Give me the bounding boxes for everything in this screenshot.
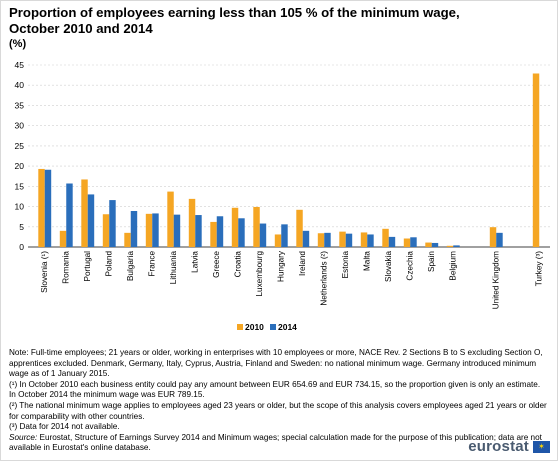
legend: 2010 2014 bbox=[237, 322, 297, 332]
note-main: Note: Full-time employees; 21 years or o… bbox=[9, 348, 543, 379]
bar-2010-15 bbox=[360, 232, 368, 247]
footnotes: Note: Full-time employees; 21 years or o… bbox=[9, 348, 549, 454]
bar-2014-6 bbox=[173, 214, 181, 247]
x-tick-label: Croatia bbox=[233, 251, 242, 278]
bar-2010-3 bbox=[102, 214, 110, 247]
y-tick-label: 5 bbox=[19, 222, 24, 232]
bar-2014-2 bbox=[87, 194, 95, 247]
bar-2010-11 bbox=[274, 234, 282, 247]
x-tick-label: Ireland bbox=[298, 251, 307, 276]
bar-2014-8 bbox=[216, 216, 224, 247]
x-tick-label: Greece bbox=[212, 251, 221, 278]
bar-2010-18 bbox=[425, 242, 432, 247]
x-tick-label: Romania bbox=[61, 251, 70, 284]
bar-2014-4 bbox=[130, 211, 138, 247]
bars bbox=[38, 73, 540, 247]
x-tick-label: Czechia bbox=[405, 251, 414, 281]
bar-2010-14 bbox=[339, 231, 346, 247]
bar-2014-10 bbox=[259, 223, 267, 247]
bar-2014-20 bbox=[496, 232, 503, 247]
bar-2010-7 bbox=[188, 198, 196, 247]
y-tick-label: 45 bbox=[15, 60, 25, 70]
bar-2010-20 bbox=[489, 227, 497, 247]
bar-2014-3 bbox=[109, 200, 116, 247]
bar-chart: 0 5 10 15 20 25 30 35 40 45 Slovenia (¹) Romania Po… bbox=[15, 60, 550, 332]
bar-2010-4 bbox=[124, 232, 131, 247]
bar-2014-14 bbox=[345, 233, 353, 247]
bar-2010-1 bbox=[59, 230, 67, 247]
x-tick-label: Portugal bbox=[83, 251, 92, 282]
source-label: Source: bbox=[9, 432, 38, 442]
bar-2010-2 bbox=[81, 179, 88, 247]
y-tick-labels: 0 5 10 15 20 25 30 35 40 45 bbox=[15, 60, 25, 252]
y-tick-label: 20 bbox=[15, 161, 25, 171]
x-tick-label: Belgium bbox=[448, 251, 457, 281]
bar-2014-5 bbox=[152, 213, 159, 247]
bar-2014-15 bbox=[367, 234, 374, 247]
x-tick-label: Spain bbox=[427, 251, 436, 272]
y-tick-label: 35 bbox=[15, 100, 25, 110]
y-tick-label: 15 bbox=[15, 181, 25, 191]
x-tick-label: United Kingdom bbox=[491, 251, 500, 309]
bar-2010-6 bbox=[167, 191, 174, 247]
y-tick-label: 40 bbox=[15, 80, 25, 90]
eu-flag-icon: ✶ bbox=[533, 440, 550, 453]
bar-2010-9 bbox=[231, 207, 239, 247]
legend-swatch bbox=[237, 324, 243, 330]
bar-2014-12 bbox=[302, 230, 310, 247]
x-tick-label: Hungary bbox=[276, 250, 285, 282]
bar-2014-0 bbox=[44, 169, 52, 247]
source-text: Eurostat, Structure of Earnings Survey 2… bbox=[9, 432, 542, 453]
y-tick-label: 0 bbox=[19, 242, 24, 252]
bar-2014-11 bbox=[281, 224, 288, 247]
bar-2014-19 bbox=[453, 245, 460, 247]
bar-2014-16 bbox=[388, 236, 396, 247]
legend-label: 2014 bbox=[278, 322, 297, 332]
x-tick-label: Luxembourg bbox=[255, 251, 264, 297]
y-tick-label: 25 bbox=[15, 141, 25, 151]
bar-2010-17 bbox=[403, 238, 411, 247]
note-3: (³) Data for 2014 not available. bbox=[9, 422, 120, 432]
bar-2014-18 bbox=[431, 242, 439, 247]
x-tick-label: Netherlands (²) bbox=[319, 251, 328, 306]
legend-label: 2010 bbox=[245, 322, 264, 332]
bar-2010-16 bbox=[382, 228, 389, 247]
x-tick-label: France bbox=[147, 251, 156, 277]
x-tick-label: Slovakia bbox=[384, 251, 393, 282]
x-tick-label: Malta bbox=[362, 251, 371, 271]
x-tick-label: Slovenia (¹) bbox=[40, 251, 49, 293]
bar-2010-0 bbox=[38, 168, 45, 247]
bar-2010-12 bbox=[296, 209, 303, 247]
bar-2014-13 bbox=[324, 232, 331, 247]
note-1: (¹) In October 2010 each business entity… bbox=[9, 379, 541, 400]
bar-2010-21 bbox=[532, 73, 540, 247]
bar-2014-17 bbox=[410, 237, 417, 247]
eurostat-logo: eurostat ✶ bbox=[468, 438, 550, 455]
gridlines bbox=[28, 64, 550, 248]
bar-2014-7 bbox=[195, 215, 202, 247]
x-tick-labels: Slovenia (¹) Romania Portugal Poland Bulgari… bbox=[40, 250, 544, 309]
x-tick-label: Estonia bbox=[341, 251, 350, 279]
bar-2014-1 bbox=[66, 183, 73, 247]
source-note: Source: Eurostat, Structure of Earnings … bbox=[9, 433, 549, 454]
brand-name: eurostat bbox=[468, 438, 529, 455]
chart-title: Proportion of employees earning less tha… bbox=[9, 5, 460, 36]
bar-2010-10 bbox=[253, 206, 260, 247]
y-tick-label: 30 bbox=[15, 121, 25, 131]
note-2: (²) The national minimum wage applies to… bbox=[9, 400, 547, 421]
bar-2010-5 bbox=[145, 213, 153, 247]
x-tick-label: Bulgaria bbox=[126, 251, 135, 281]
x-tick-label: Poland bbox=[104, 251, 113, 277]
bar-2014-9 bbox=[238, 218, 245, 247]
y-tick-label: 10 bbox=[15, 202, 25, 212]
unit-label: (%) bbox=[9, 38, 27, 50]
x-tick-label: Latvia bbox=[190, 251, 199, 273]
x-tick-label: Lithuania bbox=[169, 251, 178, 285]
bar-2010-19 bbox=[446, 245, 454, 247]
x-tick-label: Turkey (³) bbox=[534, 251, 543, 286]
bar-2010-8 bbox=[210, 221, 217, 247]
bar-2010-13 bbox=[317, 233, 325, 247]
legend-swatch bbox=[270, 324, 276, 330]
